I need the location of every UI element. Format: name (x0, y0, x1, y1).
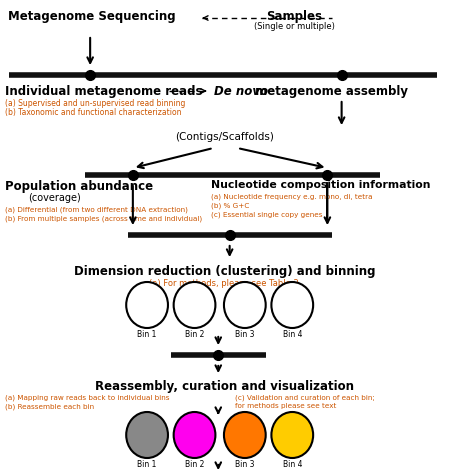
Text: for methods please see text: for methods please see text (235, 403, 337, 409)
Ellipse shape (173, 282, 215, 328)
Text: Bin 4: Bin 4 (283, 460, 302, 469)
Text: Bin 3: Bin 3 (235, 330, 255, 339)
Text: (a) Nucleotide frequency e.g. mono, di, tetra: (a) Nucleotide frequency e.g. mono, di, … (210, 193, 372, 200)
Text: Bin 2: Bin 2 (185, 460, 204, 469)
Text: metagenome assembly: metagenome assembly (252, 85, 409, 98)
Text: Dimension reduction (clustering) and binning: Dimension reduction (clustering) and bin… (74, 265, 376, 278)
Ellipse shape (224, 412, 266, 458)
Text: Bin 1: Bin 1 (137, 330, 157, 339)
Text: Bin 2: Bin 2 (185, 330, 204, 339)
Text: Bin 4: Bin 4 (283, 330, 302, 339)
Text: (b) Taxonomic and functional characterization: (b) Taxonomic and functional characteriz… (5, 108, 181, 117)
Text: Metagenome Sequencing: Metagenome Sequencing (8, 10, 175, 23)
Text: Population abundance: Population abundance (5, 180, 153, 193)
Ellipse shape (126, 282, 168, 328)
Text: Nucleotide composition information: Nucleotide composition information (210, 180, 430, 190)
Text: (a) Mapping raw reads back to individual bins: (a) Mapping raw reads back to individual… (5, 394, 169, 401)
Text: (c) Validation and curation of each bin;: (c) Validation and curation of each bin; (235, 394, 375, 401)
Text: De novo: De novo (213, 85, 268, 98)
Text: Reassembly, curation and visualization: Reassembly, curation and visualization (95, 380, 355, 393)
Ellipse shape (224, 282, 266, 328)
Text: (coverage): (coverage) (28, 193, 81, 203)
Ellipse shape (272, 282, 313, 328)
Text: (a) For methods, please see Table 2.: (a) For methods, please see Table 2. (149, 279, 301, 288)
Text: Bin 1: Bin 1 (137, 460, 157, 469)
Text: Bin 3: Bin 3 (235, 460, 255, 469)
Text: Individual metagenome reads: Individual metagenome reads (5, 85, 202, 98)
Text: (a) Supervised and un-supervised read binning: (a) Supervised and un-supervised read bi… (5, 99, 185, 108)
Text: (Single or multiple): (Single or multiple) (254, 22, 335, 31)
Ellipse shape (126, 412, 168, 458)
Text: (a) Differential (from two different DNA extraction): (a) Differential (from two different DNA… (5, 206, 188, 212)
Text: (b) % G+C: (b) % G+C (210, 202, 249, 209)
Ellipse shape (173, 412, 215, 458)
Text: Samples: Samples (266, 10, 322, 23)
Text: (Contigs/Scaffolds): (Contigs/Scaffolds) (175, 132, 274, 142)
Text: (c) Essential single copy genes: (c) Essential single copy genes (210, 211, 322, 218)
Ellipse shape (272, 412, 313, 458)
Text: (b) From multiple samples (across time and individual): (b) From multiple samples (across time a… (5, 215, 202, 221)
Text: (b) Reassemble each bin: (b) Reassemble each bin (5, 403, 94, 410)
